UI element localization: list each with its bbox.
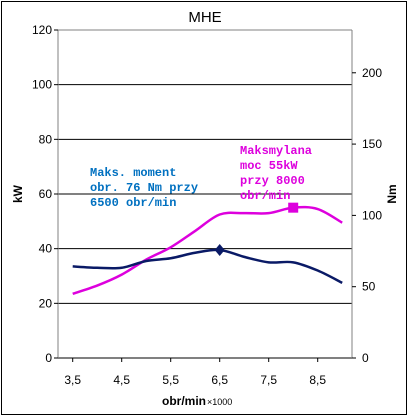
chart-title: MHE — [188, 9, 221, 26]
x-axis-label: obr/min — [162, 394, 206, 408]
y-tick-right-label: 100 — [362, 208, 382, 222]
x-tick-label: 8,5 — [309, 373, 326, 387]
annotation-max-power-line: przy 8000 — [240, 174, 305, 188]
y-tick-left-label: 100 — [32, 78, 52, 92]
x-tick-label: 5,5 — [162, 373, 179, 387]
annotation-max-torque-line: Maks. moment — [90, 166, 176, 180]
grid-layer — [57, 29, 353, 359]
max-power-marker — [288, 202, 299, 213]
x-axis-unit: ×1000 — [207, 397, 232, 407]
y-tick-right-label: 50 — [362, 280, 376, 294]
y-tick-left-label: 0 — [45, 351, 52, 365]
annotation-max-power-line: Maksmylana — [240, 144, 312, 158]
max-torque-marker — [214, 244, 225, 257]
y-tick-right-label: 200 — [362, 66, 382, 80]
series-layer — [72, 202, 343, 295]
y-tick-right-label: 150 — [362, 137, 382, 151]
y-tick-right-label: 0 — [362, 351, 369, 365]
annotation-max-power: Maksmylana moc 55kW przy 8000 obr/min — [240, 144, 312, 203]
annotation-max-power-line: obr/min — [240, 189, 290, 203]
y-axis-left-label: kW — [11, 184, 25, 203]
annotation-max-torque-line: obr. 76 Nm przy — [90, 181, 198, 195]
torque-series-line — [72, 248, 343, 284]
x-tick-label: 3,5 — [64, 373, 81, 387]
y-tick-left-label: 40 — [39, 242, 53, 256]
y-axis-right-label: Nm — [385, 184, 399, 203]
x-tick-label: 6,5 — [211, 373, 228, 387]
annotation-max-torque: Maks. moment obr. 76 Nm przy 6500 obr/mi… — [90, 166, 198, 210]
annotation-max-torque-line: 6500 obr/min — [90, 196, 176, 210]
y-tick-left-label: 60 — [39, 187, 53, 201]
y-tick-left-label: 120 — [32, 23, 52, 37]
y-tick-left-label: 80 — [39, 132, 53, 146]
y-tick-left-label: 20 — [39, 296, 53, 310]
tick-layer: 0 20 40 60 80 100 120 0 50 100 150 200 3,5 4,5 5,5 6,5 7… — [32, 23, 382, 387]
x-tick-label: 4,5 — [113, 373, 130, 387]
annotation-max-power-line: moc 55kW — [240, 159, 298, 173]
x-tick-label: 7,5 — [260, 373, 277, 387]
